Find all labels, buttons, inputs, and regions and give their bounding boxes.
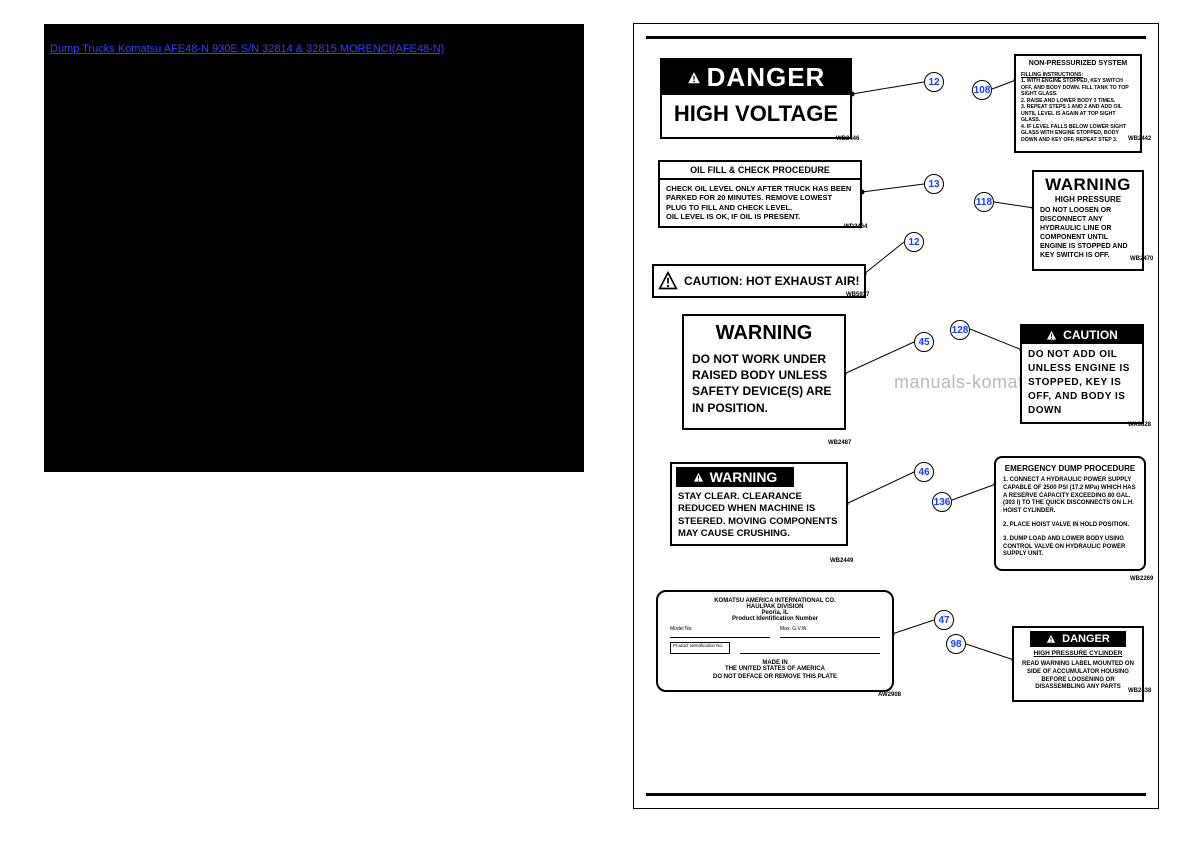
plate-header: CAUTION xyxy=(1063,328,1118,342)
warning-triangle-icon xyxy=(1046,330,1057,341)
plate-title: EMERGENCY DUMP PROCEDURE xyxy=(1003,464,1137,473)
plate-id: KOMATSU AMERICA INTERNATIONAL CO. HAULPA… xyxy=(656,590,894,692)
document-link[interactable]: Dump Trucks Komatsu AFE48-N 930E S/N 328… xyxy=(44,24,584,62)
plate-header: WARNING xyxy=(692,322,836,345)
plate-code: WB2269 xyxy=(1130,576,1153,582)
idplate-field-label: Model No. xyxy=(670,626,770,638)
plate-code: WB5937 xyxy=(846,292,869,298)
callout-number: 13 xyxy=(924,174,944,194)
plate-code: WB2449 xyxy=(830,558,853,564)
idplate-line: Product Identification Number xyxy=(668,616,882,622)
callout-number: 98 xyxy=(946,634,966,654)
plate-line: 2. PLACE HOIST VALVE IN HOLD POSITION. xyxy=(1003,522,1137,530)
idplate-line: DO NOT DEFACE OR REMOVE THIS PLATE xyxy=(668,674,882,680)
plate-hot-exhaust: CAUTION: HOT EXHAUST AIR! xyxy=(652,264,866,298)
plate-title: NON-PRESSURIZED SYSTEM xyxy=(1021,60,1135,69)
plate-code: WB2446 xyxy=(836,136,859,142)
callout-number: 45 xyxy=(914,332,934,352)
plate-code: WA9828 xyxy=(1128,422,1151,428)
plate-text: HIGH VOLTAGE xyxy=(662,95,850,137)
callout-number: 47 xyxy=(934,610,954,630)
plate-text: DO NOT LOOSEN OR DISCONNECT ANY HYDRAULI… xyxy=(1040,206,1136,261)
warning-triangle-icon xyxy=(1046,634,1056,644)
plate-subtitle: HIGH PRESSURE CYLINDER xyxy=(1014,650,1142,657)
plate-header: WARNING xyxy=(1040,175,1136,195)
plate-line: 3. REPEAT STEPS 1 AND 2 AND ADD OIL UNTI… xyxy=(1021,104,1135,124)
plate-non-pressurized: NON-PRESSURIZED SYSTEM FILLING INSTRUCTI… xyxy=(1014,54,1142,153)
plate-text: CAUTION: HOT EXHAUST AIR! xyxy=(684,274,860,288)
plate-header: WARNING xyxy=(710,469,778,485)
plate-header: DANGER xyxy=(1062,633,1110,645)
plate-line: 3. DUMP LOAD AND LOWER BODY USING CONTRO… xyxy=(1003,536,1137,559)
plate-warning-stay-clear: WARNING STAY CLEAR. CLEARANCE REDUCED WH… xyxy=(670,462,848,546)
plate-oil-fill: OIL FILL & CHECK PROCEDURE CHECK OIL LEV… xyxy=(658,160,862,228)
plate-code: WB2438 xyxy=(1128,688,1151,694)
plate-line: 4. IF LEVEL FALLS BELOW LOWER SIGHT GLAS… xyxy=(1021,124,1135,144)
plate-text: DO NOT WORK UNDER RAISED BODY UNLESS SAF… xyxy=(692,351,836,416)
callout-number: 128 xyxy=(950,320,970,340)
plate-text: CHECK OIL LEVEL ONLY AFTER TRUCK HAS BEE… xyxy=(660,180,860,226)
warning-triangle-icon xyxy=(658,271,678,291)
plate-code: WB2442 xyxy=(1128,136,1151,142)
plate-text: READ WARNING LABEL MOUNTED ON SIDE OF AC… xyxy=(1014,657,1142,700)
plate-danger-cylinder: DANGER HIGH PRESSURE CYLINDER READ WARNI… xyxy=(1012,626,1144,702)
plate-warning-raised-body: WARNING DO NOT WORK UNDER RAISED BODY UN… xyxy=(682,314,846,430)
plate-warning-high-pressure: WARNING HIGH PRESSURE DO NOT LOOSEN OR D… xyxy=(1032,170,1144,271)
idplate-field-label: Product Identification No. xyxy=(670,642,730,654)
callout-number: 46 xyxy=(914,462,934,482)
plate-header: DANGER xyxy=(707,62,826,93)
plate-text: DO NOT ADD OIL UNLESS ENGINE IS STOPPED,… xyxy=(1022,344,1142,422)
plate-subtitle: HIGH PRESSURE xyxy=(1040,195,1136,204)
plate-code: WD2464 xyxy=(844,224,867,230)
left-panel: Dump Trucks Komatsu AFE48-N 930E S/N 328… xyxy=(44,24,584,472)
plate-line: 1. CONNECT A HYDRAULIC POWER SUPPLY CAPA… xyxy=(1003,477,1137,516)
plate-title: OIL FILL & CHECK PROCEDURE xyxy=(660,162,860,180)
plate-danger-high-voltage: DANGER HIGH VOLTAGE xyxy=(660,58,852,139)
plate-emergency-dump: EMERGENCY DUMP PROCEDURE 1. CONNECT A HY… xyxy=(994,456,1146,571)
idplate-field-label: Max. G.V.W. xyxy=(780,626,880,638)
plate-caution-oil: CAUTION DO NOT ADD OIL UNLESS ENGINE IS … xyxy=(1020,324,1144,424)
callout-number: 118 xyxy=(974,192,994,212)
callout-number: 136 xyxy=(932,492,952,512)
diagram-panel: manuals-komatsu.com 12 108 13 118 12 45 … xyxy=(634,24,1158,808)
callout-number: 12 xyxy=(924,72,944,92)
warning-triangle-icon xyxy=(687,71,701,85)
plate-code: WB2470 xyxy=(1130,256,1153,262)
plate-code: AW2908 xyxy=(878,692,901,698)
callout-number: 12 xyxy=(904,232,924,252)
plate-line: 1. WITH ENGINE STOPPED, KEY SWITCH OFF, … xyxy=(1021,78,1135,98)
warning-triangle-icon xyxy=(693,472,704,483)
plate-code: WB2487 xyxy=(828,440,851,446)
idplate-line: THE UNITED STATES OF AMERICA xyxy=(668,666,882,672)
plate-text: STAY CLEAR. CLEARANCE REDUCED WHEN MACHI… xyxy=(672,487,846,544)
callout-number: 108 xyxy=(972,80,992,100)
